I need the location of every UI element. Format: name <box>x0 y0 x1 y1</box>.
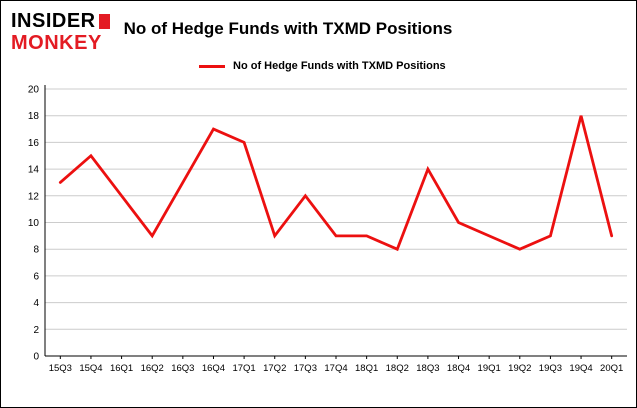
chart-area: 0 2 4 6 8 10 12 14 16 18 20 15Q3 15Q4 16Q1 16Q2 16Q3 16Q… <box>1 81 636 407</box>
y-tick-label: 10 <box>28 218 40 229</box>
logo-line-insider: INSIDER <box>11 11 110 31</box>
x-tick-label: 17Q4 <box>324 363 347 374</box>
legend-label: No of Hedge Funds with TXMD Positions <box>233 60 446 72</box>
page-title: No of Hedge Funds with TXMD Positions <box>123 19 453 38</box>
y-tick-label: 4 <box>33 298 39 309</box>
y-tick-label: 20 <box>28 85 40 96</box>
x-tick-label: 18Q4 <box>447 363 470 374</box>
x-tick-label: 16Q2 <box>141 363 164 374</box>
x-tick-label: 19Q2 <box>508 363 531 374</box>
y-tick-label: 6 <box>33 271 39 282</box>
y-tick-label: 16 <box>28 138 40 149</box>
x-tick-label: 19Q4 <box>569 363 592 374</box>
y-tick-label: 14 <box>28 165 40 176</box>
x-tick-label: 18Q1 <box>355 363 378 374</box>
x-tick-label: 16Q1 <box>110 363 133 374</box>
x-tick-label: 16Q4 <box>202 363 225 374</box>
x-tick-label: 15Q4 <box>79 363 102 374</box>
x-tick-label: 17Q3 <box>294 363 317 374</box>
x-tick-label: 20Q1 <box>600 363 623 374</box>
chart-series-line <box>58 115 614 252</box>
x-tick-label: 16Q3 <box>171 363 194 374</box>
logo-text-monkey: MONKEY <box>11 32 102 54</box>
legend-line-swatch <box>199 64 225 68</box>
header: INSIDER MONKEY No of Hedge Funds with TX… <box>1 1 636 53</box>
x-tick-label: 19Q1 <box>478 363 501 374</box>
y-tick-label: 0 <box>33 352 39 363</box>
insider-monkey-logo: INSIDER MONKEY <box>11 11 110 53</box>
logo-red-square-icon <box>98 13 110 29</box>
x-tick-label: 17Q1 <box>232 363 255 374</box>
y-tick-label: 12 <box>28 191 40 202</box>
y-tick-label: 8 <box>33 245 39 256</box>
x-tick-label: 18Q2 <box>386 363 409 374</box>
legend: No of Hedge Funds with TXMD Positions <box>199 59 636 73</box>
y-tick-label: 2 <box>33 325 39 336</box>
x-tick-label: 15Q3 <box>49 363 72 374</box>
logo-text-insider: INSIDER <box>11 10 96 32</box>
y-tick-label: 18 <box>28 111 40 122</box>
x-tick-label: 19Q3 <box>539 363 562 374</box>
x-tick-label: 17Q2 <box>263 363 286 374</box>
hedge-funds-line-chart: 0 2 4 6 8 10 12 14 16 18 20 15Q3 15Q4 16Q1 16Q2 16Q3 16Q… <box>28 85 627 374</box>
x-tick-label: 18Q3 <box>416 363 439 374</box>
